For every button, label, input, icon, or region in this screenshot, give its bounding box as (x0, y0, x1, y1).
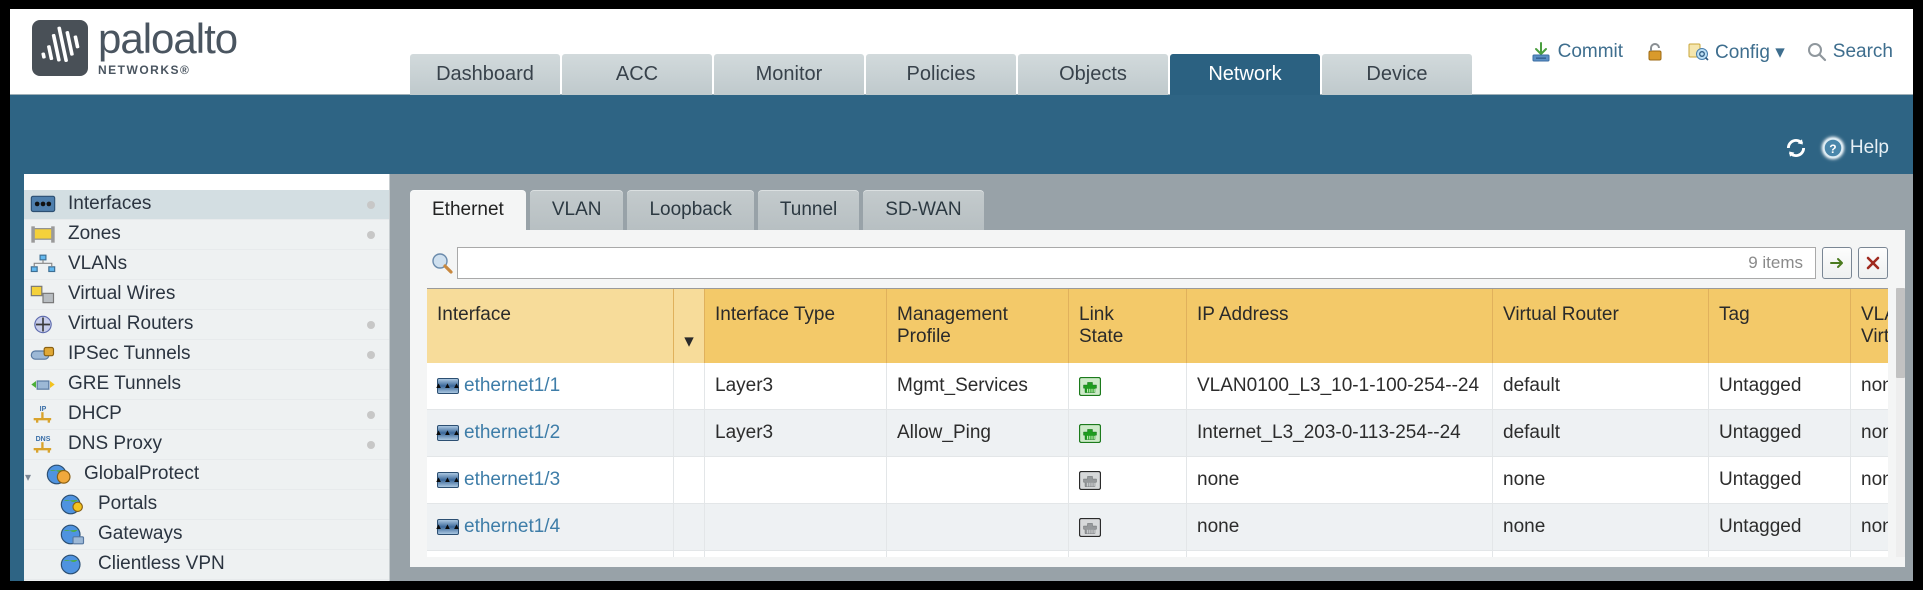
svg-text:?: ? (1829, 142, 1836, 156)
svg-text:DNS: DNS (36, 436, 51, 443)
svg-text:IP: IP (40, 406, 47, 413)
